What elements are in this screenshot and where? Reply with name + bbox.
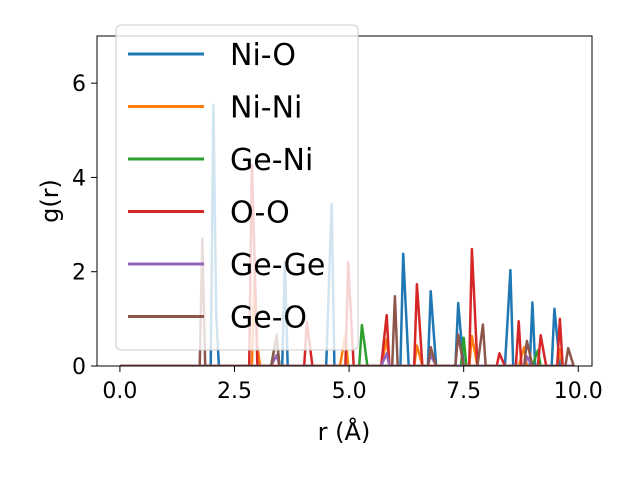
legend-label-ge-ge: Ge-Ge [230,248,325,283]
x-tick-label: 0.0 [102,379,137,404]
y-tick-label: 2 [72,261,86,286]
legend-label-ni-o: Ni-O [230,38,296,73]
legend-label-o-o: O-O [230,196,290,231]
x-tick-label: 7.5 [446,379,481,404]
legend-label-ge-ni: Ge-Ni [230,143,313,178]
x-tick-label: 10.0 [554,379,603,404]
x-tick-label: 5.0 [332,379,367,404]
x-axis: 0.0 2.5 5.0 7.5 10.0 [102,366,603,404]
y-tick-label: 0 [72,355,86,380]
y-axis-label: g(r) [36,179,64,223]
y-tick-label: 4 [72,166,86,191]
legend-label-ni-ni: Ni-Ni [230,91,302,126]
x-axis-label: r (Å) [318,417,371,446]
y-tick-label: 6 [72,72,86,97]
y-axis: 0 2 4 6 [72,72,97,380]
x-tick-label: 2.5 [217,379,252,404]
legend: Ni-O Ni-Ni Ge-Ni O-O Ge-Ge Ge-O [115,24,359,351]
legend-label-ge-o: Ge-O [230,301,307,336]
